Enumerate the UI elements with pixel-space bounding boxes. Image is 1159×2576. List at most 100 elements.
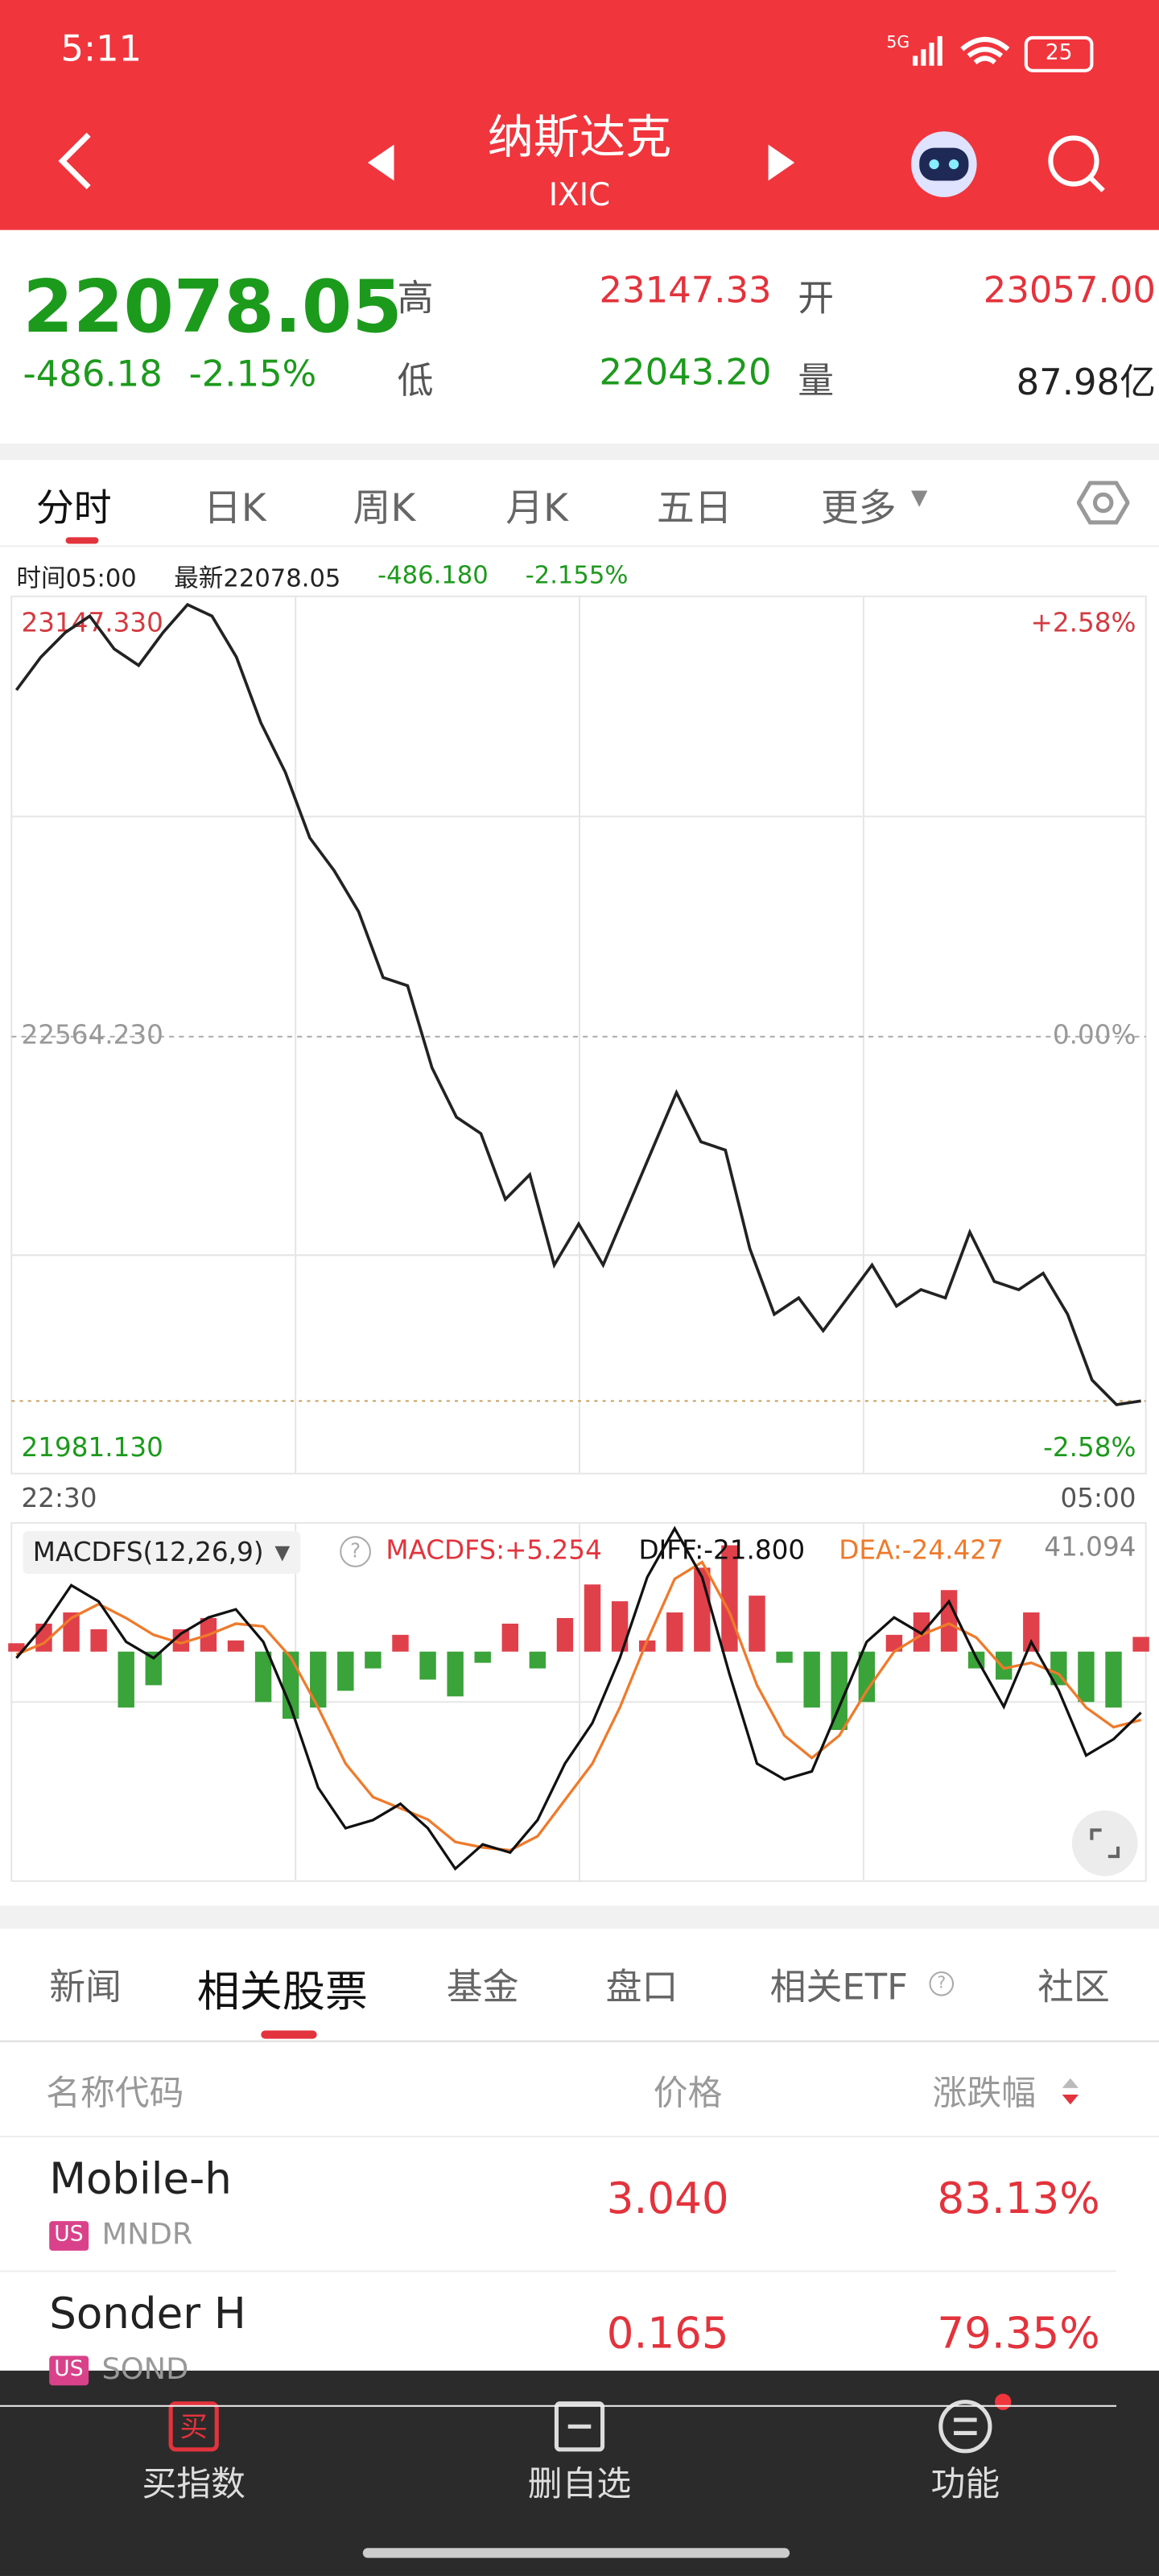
chart-tab[interactable]: 日K — [203, 488, 266, 531]
price-change-pct: -2.15% — [188, 354, 317, 396]
chart-tab[interactable]: 月K — [505, 488, 568, 531]
low-value: 22043.20 — [599, 353, 772, 394]
dropdown-arrow: ▼ — [911, 486, 928, 511]
macd-bar — [254, 1651, 272, 1703]
macd-bar — [556, 1617, 574, 1652]
bottom-action[interactable]: 删自选 — [527, 2464, 632, 2504]
pct-label: 0.00% — [1053, 1020, 1136, 1051]
header-title: 纳斯达克 — [487, 109, 672, 165]
macd-bar — [392, 1634, 409, 1652]
info-latest: 最新22078.05 — [174, 563, 341, 593]
macd-bar — [611, 1601, 629, 1652]
macd-bar — [584, 1584, 601, 1652]
y-tick-label: 22564.230 — [22, 1020, 163, 1051]
macd-bar — [749, 1596, 765, 1652]
low-label: 低 — [397, 361, 434, 402]
pct-label: +2.58% — [1031, 607, 1136, 638]
dea-legend: DEA:-24.427 — [839, 1534, 1004, 1566]
stock-code: MNDR — [101, 2218, 193, 2252]
stock-name[interactable]: Sonder H — [49, 2289, 246, 2340]
col-header[interactable]: 涨跌幅 — [932, 2073, 1037, 2113]
macd-bar — [90, 1629, 107, 1652]
header-bar — [0, 0, 1159, 230]
y-tick-label: 23147.330 — [22, 607, 163, 638]
macd-bar — [8, 1643, 25, 1652]
header-code: IXIC — [548, 177, 611, 214]
info-change: -486.180 — [377, 559, 489, 590]
help-icon[interactable]: ? — [340, 1536, 371, 1567]
stock-name[interactable]: Mobile-h — [49, 2155, 232, 2205]
stock-change: 79.35% — [937, 2310, 1100, 2359]
stock-price: 3.040 — [606, 2175, 729, 2225]
volume-value: 87.98亿 — [1016, 363, 1156, 405]
price-change: -486.18 — [23, 354, 163, 396]
help-icon[interactable]: ? — [929, 1971, 955, 1996]
info-change-pct: -2.155% — [525, 559, 629, 590]
macd-bar — [474, 1651, 491, 1663]
macd-bar — [858, 1651, 876, 1703]
high-label: 高 — [397, 279, 434, 320]
macd-bar — [310, 1651, 327, 1708]
battery: 25 — [1024, 35, 1094, 72]
function-icon[interactable] — [936, 2392, 1012, 2454]
bottom-action[interactable]: 功能 — [930, 2464, 1000, 2504]
list-tab[interactable]: 相关股票 — [196, 1967, 368, 2018]
prev-index[interactable] — [365, 142, 398, 184]
back-button[interactable] — [49, 128, 98, 194]
separator — [0, 2136, 1159, 2138]
macd-selector[interactable]: MACDFS(12,26,9) ▼ — [23, 1531, 300, 1575]
separator — [0, 1905, 1159, 1929]
macd-bar — [1132, 1637, 1149, 1652]
macd-bar — [227, 1640, 245, 1652]
macd-bar — [501, 1623, 518, 1652]
macd-bar — [282, 1651, 299, 1719]
chart-tab[interactable]: 五日 — [656, 488, 732, 531]
macd-bar — [365, 1651, 382, 1669]
buy-icon[interactable]: 买 — [167, 2401, 220, 2453]
active-tab-underline — [261, 2030, 317, 2039]
list-tab[interactable]: 新闻 — [49, 1967, 122, 2009]
remove-watch-icon[interactable] — [553, 2401, 605, 2453]
macd-max-label: 41.094 — [1044, 1531, 1136, 1563]
expand-button[interactable] — [1070, 1809, 1140, 1878]
y-tick-label: 21981.130 — [22, 1432, 163, 1463]
macd-bar — [803, 1651, 820, 1708]
chart-tab[interactable]: 分时 — [35, 488, 112, 531]
stock-price: 0.165 — [606, 2310, 729, 2359]
open-value: 23057.00 — [983, 270, 1156, 312]
col-header: 价格 — [653, 2073, 723, 2113]
price-line — [14, 602, 1141, 1406]
pct-label: -2.58% — [1043, 1432, 1136, 1463]
list-tab[interactable]: 社区 — [1037, 1967, 1110, 2009]
list-tab[interactable]: 基金 — [446, 1967, 519, 2009]
high-value: 23147.33 — [599, 270, 772, 312]
home-indicator — [362, 2548, 790, 2558]
chart-tab[interactable]: 更多 — [820, 488, 897, 531]
stock-code: SOND — [101, 2352, 189, 2388]
market-badge: US — [49, 2221, 89, 2251]
search-button[interactable] — [1044, 131, 1110, 197]
info-time: 时间05:00 — [16, 563, 137, 593]
bottom-action[interactable]: 买指数 — [142, 2464, 245, 2504]
macd-bar — [118, 1651, 134, 1708]
sort-icon[interactable] — [1059, 2073, 1083, 2109]
macd-bar — [1105, 1651, 1122, 1708]
chart-tab[interactable]: 周K — [353, 488, 416, 531]
macd-legend: MACDFS:+5.254 — [386, 1534, 602, 1566]
macd-bar — [940, 1590, 958, 1652]
signal-icons: 5G — [886, 32, 1010, 66]
macd-indicator: MACDFS(12,26,9) — [32, 1536, 264, 1567]
macd-bar — [529, 1651, 547, 1669]
status-time: 5:11 — [60, 29, 142, 71]
macd-bar — [145, 1651, 162, 1686]
list-tab[interactable]: 相关ETF — [769, 1967, 908, 2009]
chart-settings[interactable] — [1077, 477, 1130, 529]
list-tab[interactable]: 盘口 — [605, 1967, 678, 2009]
open-label: 开 — [798, 279, 835, 320]
next-index[interactable] — [765, 142, 798, 184]
macd-bar — [172, 1629, 190, 1652]
robot-assistant[interactable] — [906, 125, 982, 200]
diff-legend: DIFF:-21.800 — [638, 1534, 806, 1566]
macd-bar — [996, 1651, 1013, 1680]
x-label: 05:00 — [1060, 1483, 1136, 1513]
